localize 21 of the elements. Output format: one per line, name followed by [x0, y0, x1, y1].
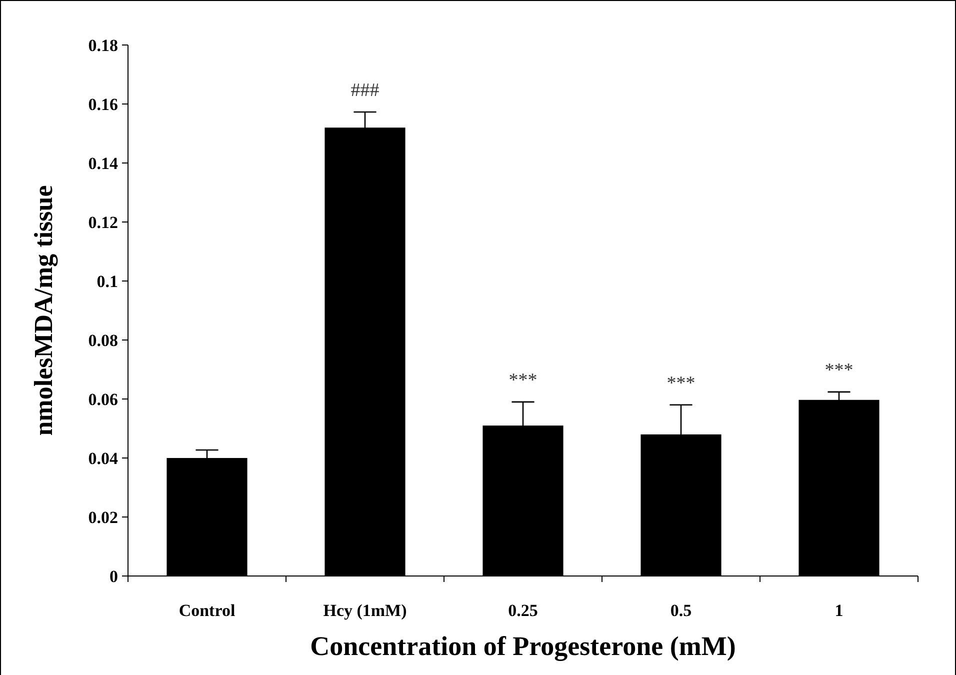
y-axis-title: nmolesMDA/mg tissue [29, 185, 58, 436]
x-tick-label: 0.5 [670, 601, 692, 620]
annotation: ### [350, 80, 380, 101]
y-tick-label: 0.06 [88, 390, 118, 409]
x-tick-label: Hcy (1mM) [323, 601, 407, 620]
y-tick-label: 0.1 [96, 272, 118, 291]
x-tick-label: 0.25 [508, 601, 538, 620]
y-tick-label: 0.02 [88, 508, 118, 527]
annotation: *** [824, 360, 854, 381]
y-tick-label: 0.12 [88, 212, 118, 232]
annotation: *** [508, 370, 538, 391]
x-axis-title: Concentration of Progesterone (mM) [310, 631, 736, 661]
annotation: *** [666, 372, 696, 394]
y-tick-label: 0.04 [88, 448, 118, 468]
y-tick-label: 0.14 [88, 154, 118, 173]
y-tick-label: 0.08 [88, 330, 118, 350]
x-tick-label: 1 [834, 601, 844, 620]
y-tick-label: 0.16 [88, 94, 118, 114]
x-tick-label: Control [178, 601, 236, 620]
y-tick-label: 0.18 [88, 36, 118, 55]
y-tick-label: 0 [110, 566, 118, 586]
